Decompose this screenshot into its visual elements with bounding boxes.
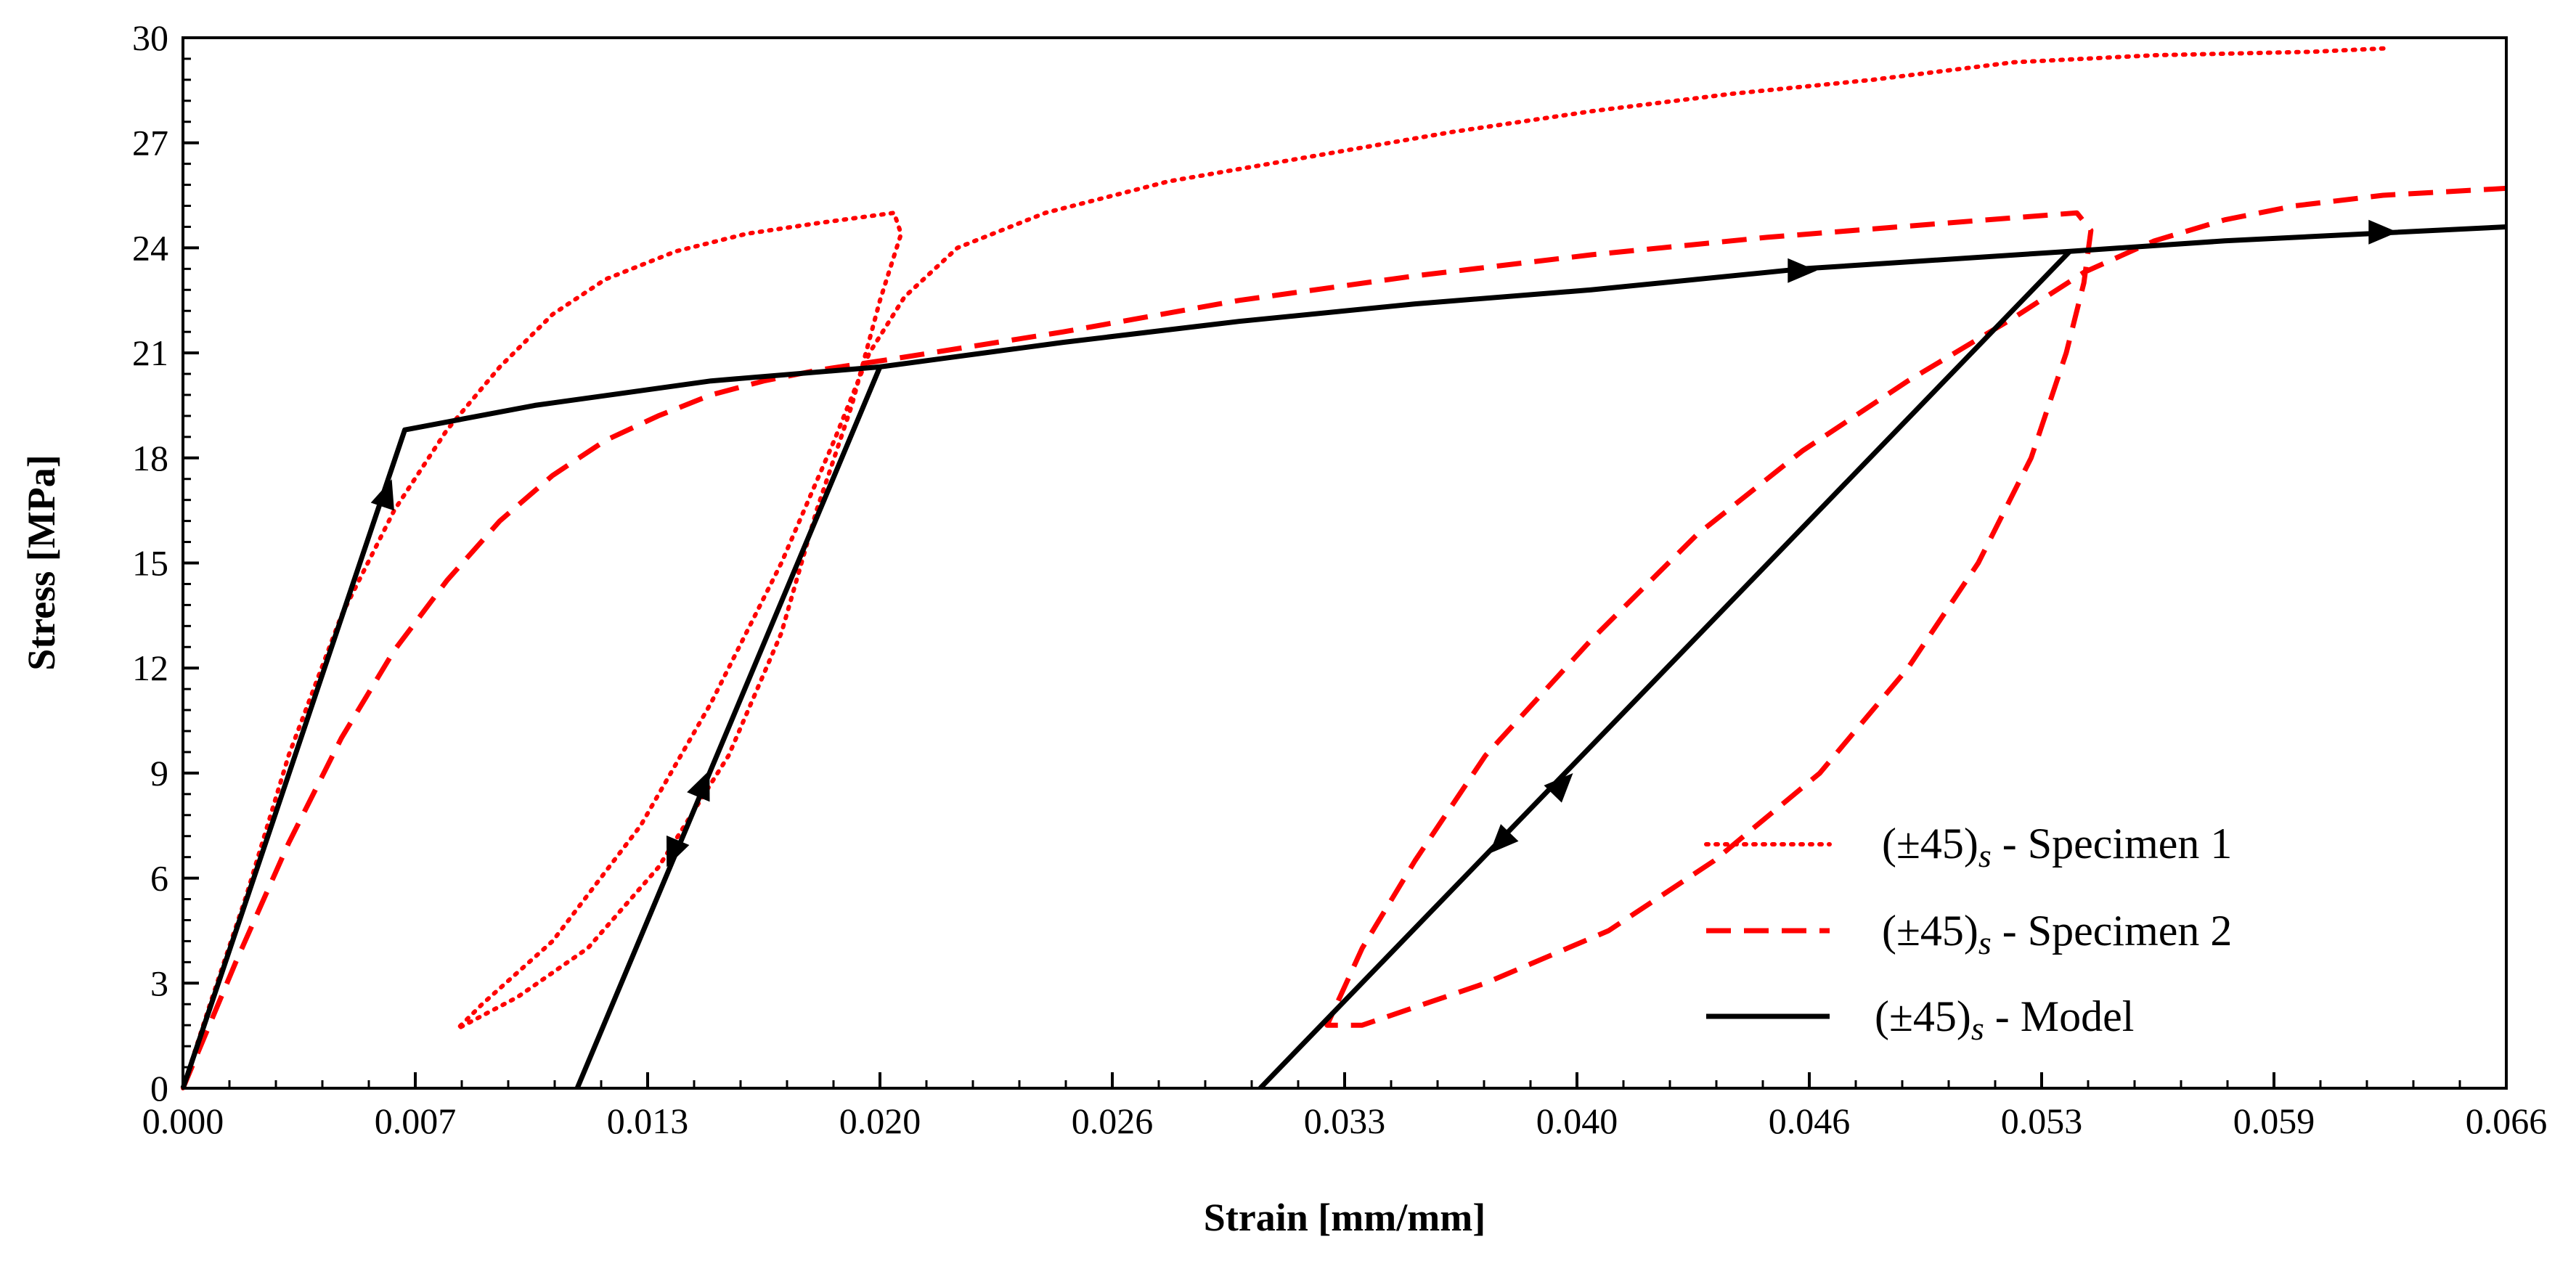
direction-arrow-7	[1489, 824, 1519, 854]
tick-layer	[182, 36, 2508, 1090]
y-tick-label: 27	[132, 123, 168, 163]
y-tick-label: 6	[150, 858, 168, 899]
legend-suffix-specimen-1: - Specimen 1	[1992, 820, 2233, 868]
y-tick-label: 18	[132, 438, 168, 478]
series-line-specimen-1	[181, 46, 2389, 1090]
legend: (±45)s - Specimen 1 (±45)s - Specimen 2 …	[1704, 820, 2232, 1047]
arrow-layer	[370, 219, 2398, 868]
x-tick-label: 0.020	[839, 1101, 921, 1141]
x-tick-label: 0.026	[1072, 1101, 1154, 1141]
y-axis-title: Stress [MPa]	[20, 454, 63, 670]
x-tick-label: 0.007	[375, 1101, 457, 1141]
direction-arrow-5	[2368, 219, 2398, 245]
series-layer	[180, 46, 2507, 1090]
legend-prefix-model: (±45)	[1875, 992, 1971, 1040]
legend-label-specimen-2: (±45)s - Specimen 2	[1882, 907, 2232, 961]
legend-subscript-specimen-1: s	[1978, 837, 1992, 874]
x-tick-label: 0.053	[2001, 1101, 2083, 1141]
y-tick-label: 24	[132, 227, 168, 268]
x-tick-label: 0.013	[607, 1101, 689, 1141]
series-unload-line-model-2	[1258, 249, 2072, 1090]
legend-suffix-specimen-2: - Specimen 2	[1992, 907, 2233, 955]
legend-label-specimen-1: (±45)s - Specimen 1	[1882, 820, 2232, 874]
direction-arrow-3	[667, 835, 690, 868]
x-axis-title: Strain [mm/mm]	[1204, 1196, 1485, 1239]
label-layer: 0.000 0.007 0.013 0.020 0.026 0.033 0.040 0.046…	[132, 17, 2547, 1141]
y-tick-label: 3	[150, 963, 168, 1003]
y-tick-label: 15	[132, 543, 168, 584]
series-line-model	[180, 224, 2507, 1090]
legend-item-model: (±45)s - Model	[1706, 992, 2134, 1047]
legend-item-specimen-2: (±45)s - Specimen 2	[1706, 907, 2232, 961]
legend-suffix-model: - Model	[1984, 992, 2135, 1040]
legend-label-model: (±45)s - Model	[1875, 992, 2134, 1047]
legend-prefix-specimen-2: (±45)	[1882, 907, 1978, 955]
x-tick-label: 0.000	[142, 1101, 224, 1141]
y-tick-label: 0	[150, 1068, 168, 1109]
y-tick-label: 12	[132, 648, 168, 688]
x-tick-label: 0.066	[2466, 1101, 2548, 1141]
x-tick-label: 0.040	[1536, 1101, 1618, 1141]
legend-subscript-specimen-2: s	[1978, 924, 1992, 961]
x-tick-label: 0.059	[2233, 1101, 2315, 1141]
legend-item-specimen-1: (±45)s - Specimen 1	[1704, 820, 2232, 874]
y-tick-label: 9	[150, 753, 168, 793]
legend-prefix-specimen-1: (±45)	[1882, 820, 1978, 868]
series-unload-line-model-1	[574, 366, 883, 1090]
y-tick-label: 30	[132, 17, 168, 58]
series-line-specimen-2	[180, 185, 2507, 1090]
direction-arrow-2	[687, 770, 710, 802]
y-tick-label: 21	[132, 332, 168, 373]
x-tick-label: 0.046	[1769, 1101, 1851, 1141]
direction-arrow-4	[1788, 258, 1817, 283]
legend-subscript-model: s	[1971, 1010, 1984, 1047]
x-tick-label: 0.033	[1304, 1101, 1386, 1141]
direction-arrow-6	[1544, 772, 1573, 803]
direction-arrow-1	[370, 479, 394, 511]
